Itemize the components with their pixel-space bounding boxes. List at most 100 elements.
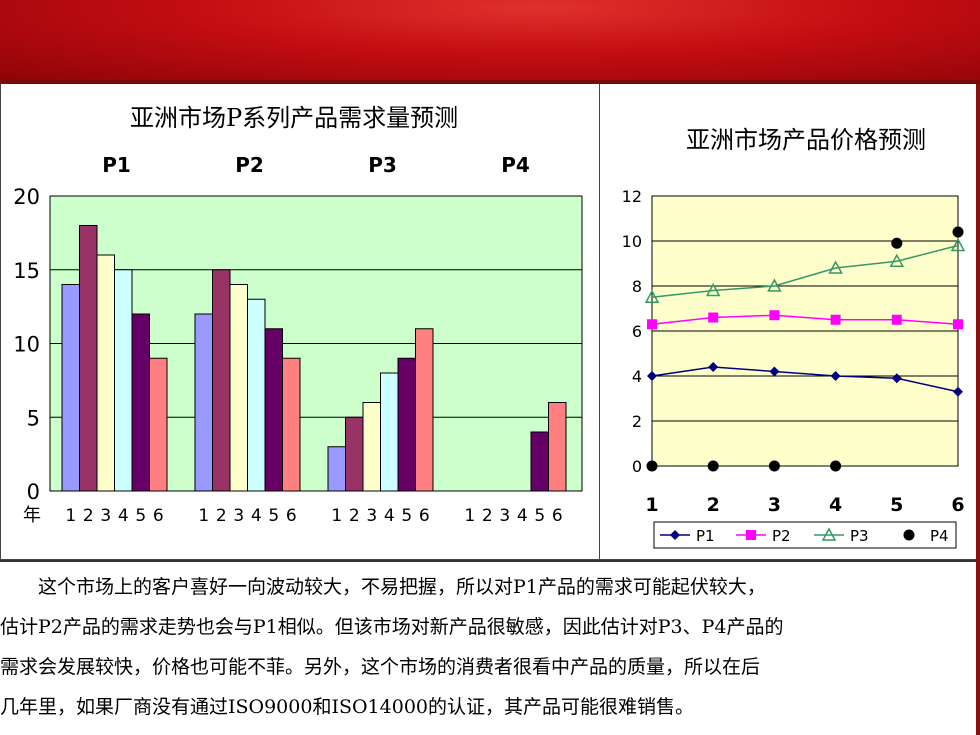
y-tick-label: 10 <box>622 232 642 251</box>
description-line: 几年里，如果厂商没有通过ISO9000和ISO14000的认证，其产品可能很难销… <box>0 696 694 718</box>
bar <box>96 254 115 492</box>
x-tick-label: 5 <box>890 494 903 516</box>
series-line <box>651 314 959 325</box>
bar <box>61 284 80 492</box>
data-point <box>830 371 841 381</box>
data-point <box>952 226 964 238</box>
year-tick-label: 4 <box>118 506 129 526</box>
description-block: 这个市场上的客户喜好一向波动较大，不易把握，所以对P1产品的需求可能起伏较大， … <box>0 560 980 735</box>
panel-divider <box>599 84 600 560</box>
series-line <box>651 366 959 393</box>
year-tick-label: 1 <box>65 506 76 526</box>
bar <box>345 416 364 492</box>
data-point <box>767 278 782 292</box>
year-tick-label: 3 <box>233 506 244 526</box>
y-tick-label: 4 <box>632 367 642 386</box>
year-tick-label: 4 <box>384 506 395 526</box>
bar <box>327 446 346 492</box>
y-tick-label: 15 <box>13 259 40 283</box>
year-tick-label: 3 <box>499 506 510 526</box>
bar <box>397 357 416 492</box>
bar <box>79 225 98 492</box>
data-point <box>953 319 963 330</box>
year-tick-label: 2 <box>83 506 94 526</box>
bar <box>362 402 381 492</box>
year-tick-label: 5 <box>135 506 146 526</box>
data-point <box>647 371 657 381</box>
y-tick-label: 6 <box>632 322 642 341</box>
data-point <box>708 312 719 323</box>
data-point <box>950 237 966 252</box>
y-tick-label: 0 <box>632 457 642 476</box>
series-p4 <box>646 226 964 472</box>
legend: P1 P2 P3 P4 <box>653 521 957 549</box>
x-axis-label: 年 <box>23 505 41 526</box>
bar <box>229 284 248 492</box>
year-tick-label: 3 <box>100 506 111 526</box>
x-tick-label: 2 <box>707 494 720 516</box>
x-tick-label: 3 <box>768 494 781 516</box>
year-tick-label: 2 <box>216 506 227 526</box>
bar <box>530 431 549 492</box>
legend-label: P1 <box>696 527 715 545</box>
bar <box>548 402 567 492</box>
header-banner <box>0 0 980 80</box>
data-point <box>647 319 657 330</box>
bar <box>212 269 231 492</box>
y-tick-label: 5 <box>27 406 40 430</box>
year-tick-label: 4 <box>251 506 262 526</box>
data-point <box>830 460 842 472</box>
bar <box>149 357 168 492</box>
bar <box>282 357 301 492</box>
year-tick-label: 5 <box>268 506 279 526</box>
bar <box>247 298 266 492</box>
bar <box>264 328 283 492</box>
data-point <box>953 386 963 397</box>
year-tick-label: 6 <box>419 506 430 526</box>
data-point <box>889 253 905 267</box>
year-tick-label: 3 <box>366 506 377 526</box>
data-point <box>670 530 680 540</box>
x-tick-label: 6 <box>951 494 964 516</box>
bar-chart-title: 亚洲市场P系列产品需求量预测 <box>130 104 459 132</box>
year-tick-label: 1 <box>198 506 209 526</box>
legend-label: P3 <box>850 527 869 545</box>
data-point <box>768 460 780 472</box>
year-tick-label: 6 <box>552 506 563 526</box>
series-p3 <box>644 237 966 303</box>
data-point <box>705 282 721 297</box>
right-edge-bar <box>976 84 980 735</box>
year-tick-label: 6 <box>153 506 164 526</box>
bar <box>380 372 399 492</box>
description-line: 这个市场上的客户喜好一向波动较大，不易把握，所以对P1产品的需求可能起伏较大， <box>0 576 766 598</box>
bar <box>131 313 150 492</box>
data-point <box>821 527 837 541</box>
data-point <box>903 529 915 541</box>
series-line <box>651 244 959 298</box>
year-tick-label: 4 <box>517 506 528 526</box>
data-point <box>891 314 902 325</box>
data-point <box>708 362 719 372</box>
year-tick-label: 5 <box>534 506 545 526</box>
bar <box>194 313 213 492</box>
legend-label: P2 <box>772 527 791 545</box>
year-tick-label: 1 <box>464 506 475 526</box>
data-point <box>891 237 903 249</box>
group-label: P3 <box>368 153 397 177</box>
y-tick-label: 10 <box>13 333 40 357</box>
data-point <box>644 289 660 303</box>
group-label: P1 <box>102 153 131 177</box>
description-line: 估计P2产品的需求走势也会与P1相似。但该市场对新产品很敏感，因此估计对P3、P… <box>0 616 784 638</box>
data-point <box>828 260 843 274</box>
data-point <box>830 314 841 325</box>
series-p2 <box>647 310 963 330</box>
data-point <box>769 366 780 377</box>
bar <box>415 328 434 492</box>
banner-border <box>0 80 980 84</box>
legend-label: P4 <box>930 527 949 545</box>
data-point <box>746 530 756 540</box>
year-tick-label: 2 <box>482 506 493 526</box>
description-line: 需求会发展较快，价格也可能不菲。另外，这个市场的消费者很看中产品的质量，所以在后 <box>0 656 761 678</box>
